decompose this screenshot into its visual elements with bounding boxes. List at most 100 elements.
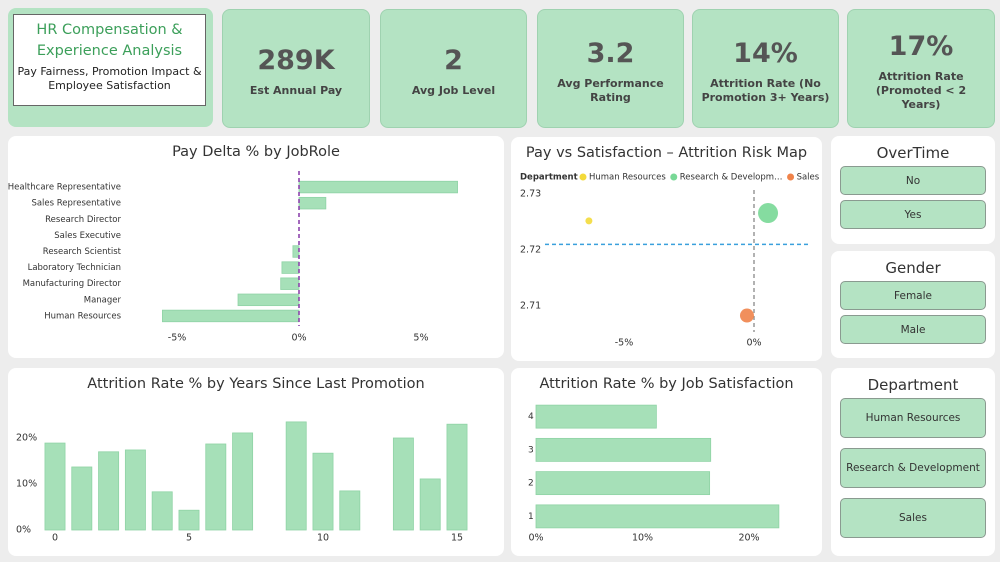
y-tick-label: Sales Executive — [54, 231, 121, 241]
bar — [292, 245, 300, 258]
chart-panel — [511, 137, 822, 361]
legend-swatch — [579, 173, 587, 181]
bar — [312, 452, 334, 531]
slicer-option[interactable]: Sales — [840, 498, 986, 538]
bar — [339, 490, 361, 531]
x-tick-label: 0% — [291, 333, 306, 344]
y-tick-label: Sales Representative — [31, 199, 121, 209]
bar — [280, 277, 300, 290]
bar — [535, 437, 712, 462]
slicer-panel: Department Human Resources Research & Deve… — [831, 368, 995, 556]
slicer-option[interactable]: Human Resources — [840, 398, 986, 438]
legend-title: Department — [520, 173, 578, 183]
slicer-panel: Gender Female Male — [831, 251, 995, 358]
y-tick-label: 2.71 — [520, 301, 541, 312]
legend-swatch — [787, 173, 795, 181]
kpi-value: 2 — [444, 45, 463, 76]
x-tick-label: 0 — [52, 533, 58, 544]
y-tick-label: 4 — [528, 412, 534, 422]
kpi-card: 14% Attrition Rate (No Promotion 3+ Years… — [692, 9, 839, 128]
bar — [71, 466, 93, 531]
header: HR Compensation & Experience Analysis Pa… — [8, 8, 213, 127]
chart-title: Attrition Rate % by Job Satisfaction — [539, 376, 793, 392]
kpi-label: Attrition Rate (No Promotion 3+ Years) — [701, 77, 830, 104]
bar — [392, 437, 414, 531]
x-tick-label: -5% — [168, 333, 187, 344]
kpi-card: 289K Est Annual Pay — [222, 9, 370, 128]
slicer-option[interactable]: Female — [840, 281, 986, 310]
kpi-card: 17% Attrition Rate (Promoted < 2 Years) — [847, 9, 995, 128]
bar — [535, 504, 780, 529]
slicer-option[interactable]: Research & Development — [840, 448, 986, 488]
bar — [535, 404, 657, 429]
chart-title: Attrition Rate % by Years Since Last Pro… — [87, 376, 424, 392]
header-box: HR Compensation & Experience Analysis Pa… — [13, 14, 206, 106]
x-tick-label: 5% — [413, 333, 428, 344]
legend-label: Research & Developm… — [680, 173, 783, 183]
bar — [237, 293, 300, 307]
kpi-value: 14% — [733, 38, 798, 69]
bar — [151, 491, 173, 531]
kpi-card: 2 Avg Job Level — [380, 9, 527, 128]
bar — [161, 309, 300, 323]
kpi-label: Attrition Rate (Promoted < 2 Years) — [875, 70, 967, 111]
bar — [98, 451, 120, 531]
x-tick-label: 10% — [632, 533, 653, 544]
y-tick-label: Research Scientist — [43, 247, 122, 257]
point — [585, 217, 593, 225]
y-tick-label: Manufacturing Director — [23, 279, 122, 289]
x-tick-label: 15 — [451, 533, 463, 544]
x-tick-label: 0% — [746, 338, 761, 349]
slicer-option[interactable]: No — [840, 166, 986, 195]
point — [758, 203, 779, 224]
y-tick-label: Laboratory Technician — [28, 263, 121, 273]
y-tick-label: 2.72 — [520, 245, 541, 256]
x-tick-label: 0% — [528, 533, 543, 544]
kpi-value: 289K — [257, 45, 335, 76]
x-tick-label: 20% — [738, 533, 759, 544]
chart-title: Pay vs Satisfaction – Attrition Risk Map — [526, 145, 807, 161]
bar — [285, 421, 307, 531]
slicer-title: Gender — [885, 259, 941, 277]
x-tick-label: 10 — [317, 533, 329, 544]
y-tick-label: Research Director — [45, 215, 121, 225]
bar — [232, 432, 254, 531]
kpi-card: 3.2 Avg Performance Rating — [537, 9, 684, 128]
bar — [446, 423, 468, 531]
bar — [535, 471, 711, 496]
kpi-value: 3.2 — [586, 38, 635, 69]
y-tick-label: 1 — [528, 512, 534, 522]
chart-title: Pay Delta % by JobRole — [172, 144, 340, 160]
kpi-label: Avg Job Level — [411, 84, 496, 97]
bar — [298, 196, 327, 210]
kpi-value: 17% — [888, 31, 954, 62]
bar — [298, 180, 458, 194]
y-tick-label: 0% — [16, 525, 31, 536]
y-tick-label: 2 — [528, 479, 534, 489]
y-tick-label: Human Resources — [44, 311, 121, 321]
kpi-label: Avg Performance Rating — [557, 77, 664, 104]
point — [739, 308, 754, 323]
legend-swatch — [670, 173, 678, 181]
bar — [205, 443, 227, 531]
bar — [178, 509, 200, 531]
slicer-option[interactable]: Yes — [840, 200, 986, 229]
x-tick-label: -5% — [615, 338, 634, 349]
slicer-option[interactable]: Male — [840, 315, 986, 344]
header-subtitle: Pay Fairness, Promotion Impact & Employe… — [17, 65, 202, 92]
bar — [44, 442, 66, 531]
y-tick-label: Manager — [84, 295, 122, 305]
bar — [419, 478, 441, 531]
slicer-title: OverTime — [876, 144, 950, 162]
y-tick-label: 3 — [528, 445, 534, 455]
bar — [281, 261, 300, 274]
y-tick-label: Healthcare Representative — [8, 183, 121, 193]
x-tick-label: 5 — [186, 533, 192, 544]
header-title: HR Compensation & Experience Analysis — [36, 22, 183, 59]
slicer-panel: OverTime No Yes — [831, 136, 995, 244]
y-tick-label: 20% — [16, 433, 37, 444]
bar — [124, 449, 146, 531]
legend-label: Sales — [797, 173, 820, 183]
